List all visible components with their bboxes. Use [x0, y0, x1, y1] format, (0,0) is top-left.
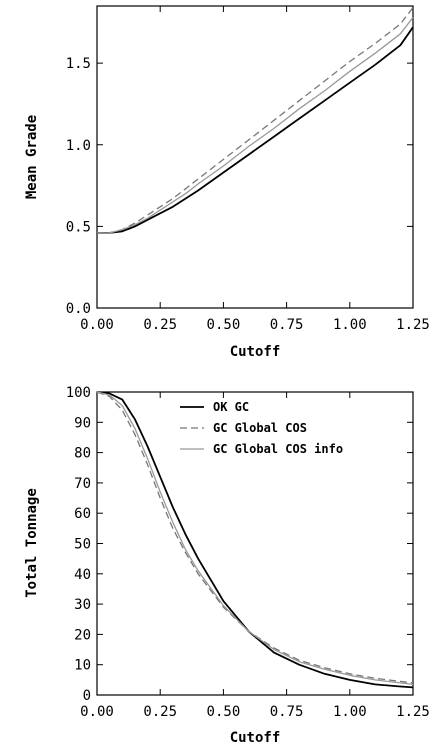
series-line-0	[96, 391, 414, 689]
legend-entry-2: GC Global COS info	[213, 442, 343, 456]
y-tick-label: 50	[74, 537, 91, 553]
series-line-2	[97, 17, 414, 234]
x-tick-label: 0.75	[270, 704, 304, 720]
y-tick-label: 30	[74, 597, 91, 613]
x-tick-label: 0.75	[270, 317, 304, 333]
y-tick-label: 0.0	[66, 301, 91, 317]
x-tick-label: 0.00	[80, 317, 114, 333]
x-tick-label: 1.25	[396, 704, 430, 720]
y-tick-label: 10	[74, 658, 91, 674]
x-axis-label: Cutoff	[230, 344, 281, 360]
x-tick-label: 0.50	[207, 317, 241, 333]
x-tick-label: 1.25	[396, 317, 430, 333]
x-tick-label: 0.25	[143, 704, 177, 720]
x-tick-label: 0.25	[143, 317, 177, 333]
mean-grade-chart: 0.00 0.25 0.50 0.75 1.00 1.25 0.0 0.5 1.0 1.5 Cuto…	[24, 5, 430, 360]
series-line-2	[96, 391, 414, 686]
y-tick-label: 90	[74, 415, 91, 431]
y-tick-label: 1.0	[66, 138, 91, 154]
total-tonnage-chart: 0.00 0.25 0.50 0.75 1.00 1.25 0 10 20 30 40 50 60 70 8…	[24, 385, 430, 746]
x-tick-label: 1.00	[333, 704, 367, 720]
y-tick-label: 80	[74, 446, 91, 462]
y-axis-label: Total Tonnage	[24, 488, 40, 598]
y-tick-label: 70	[74, 476, 91, 492]
y-tick-label: 1.5	[66, 56, 91, 72]
y-axis-label: Mean Grade	[24, 115, 40, 199]
y-tick-label: 60	[74, 506, 91, 522]
plot-frame	[96, 391, 414, 696]
series-line-0	[97, 26, 414, 234]
x-tick-label: 0.00	[80, 704, 114, 720]
legend-entry-1: GC Global COS	[213, 421, 307, 435]
series-line-1	[97, 7, 414, 234]
y-tick-label: 20	[74, 627, 91, 643]
y-tick-label: 100	[66, 385, 91, 401]
y-tick-label: 0	[83, 688, 91, 704]
series-line-1	[96, 391, 414, 684]
x-axis-label: Cutoff	[230, 730, 281, 746]
y-tick-label: 40	[74, 567, 91, 583]
x-tick-label: 0.50	[207, 704, 241, 720]
x-tick-label: 1.00	[333, 317, 367, 333]
y-tick-label: 0.5	[66, 219, 91, 235]
plot-frame	[96, 5, 414, 309]
legend-entry-0: OK GC	[213, 400, 249, 414]
